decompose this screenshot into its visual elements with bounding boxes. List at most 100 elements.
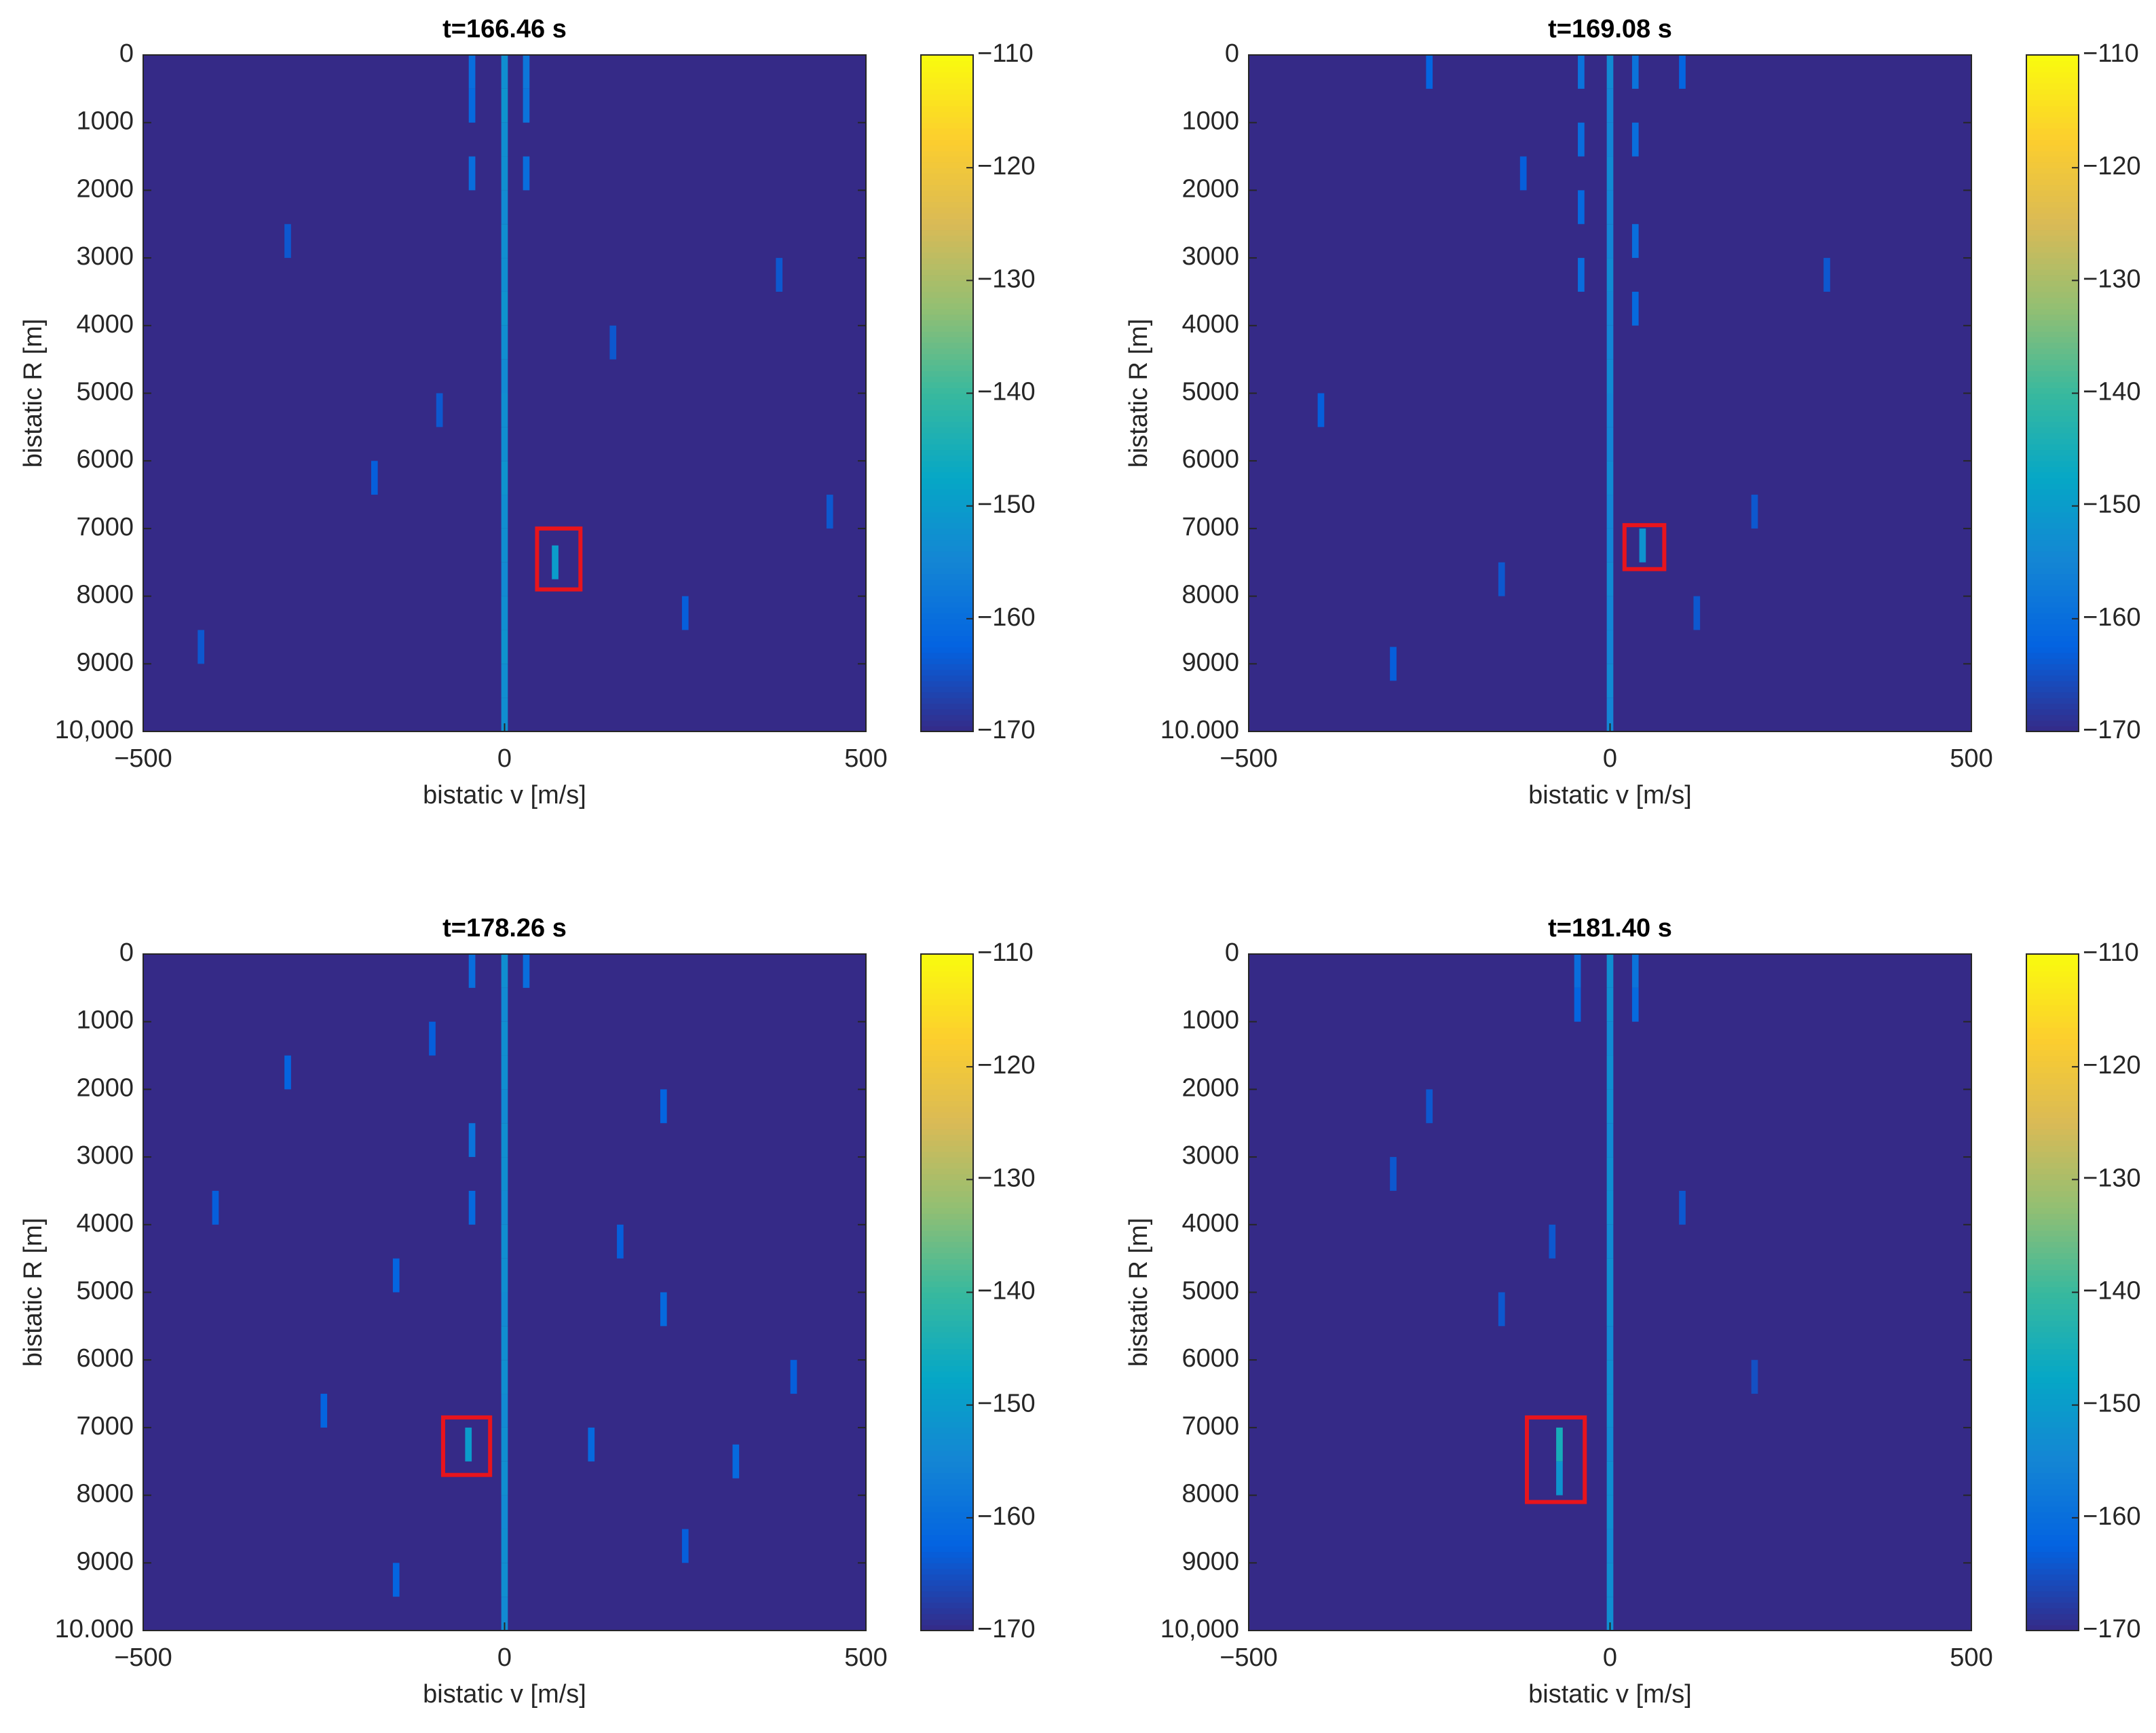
x-tick-label: −500 — [114, 1643, 172, 1672]
colorbar-step — [2026, 134, 2079, 140]
y-tick-label: 6000 — [76, 445, 134, 474]
colorbar-step — [921, 134, 973, 140]
colorbar-step — [2026, 511, 2079, 518]
heatmap-cell — [1606, 461, 1614, 495]
colorbar-tick-label: −120 — [977, 1051, 1036, 1080]
colorbar-step — [2026, 1303, 2079, 1310]
colorbar-step — [921, 55, 973, 61]
colorbar-step — [2026, 1371, 2079, 1377]
colorbar-step — [921, 1101, 973, 1107]
colorbar-step — [2026, 579, 2079, 586]
colorbar-step — [921, 1591, 973, 1597]
colorbar-step — [2026, 658, 2079, 664]
colorbar-step — [2026, 720, 2079, 727]
colorbar-step — [2026, 83, 2079, 90]
colorbar-step — [921, 83, 973, 90]
y-tick-label: 8000 — [76, 581, 134, 609]
colorbar-step — [921, 94, 973, 101]
colorbar-step — [2026, 1326, 2079, 1333]
colorbar-step — [921, 1179, 973, 1186]
colorbar-step — [2026, 1016, 2079, 1023]
highlight-box — [1622, 522, 1667, 571]
colorbar-step — [2026, 71, 2079, 78]
colorbar-step — [2026, 1427, 2079, 1434]
colorbar-step — [921, 1439, 973, 1445]
colorbar-step — [2026, 88, 2079, 95]
colorbar-step — [921, 539, 973, 546]
colorbar-step — [2026, 1382, 2079, 1389]
colorbar-step — [2026, 466, 2079, 473]
colorbar-tick-label: −120 — [977, 152, 1036, 180]
x-tick-label: 0 — [497, 1643, 512, 1672]
colorbar-step — [2026, 1422, 2079, 1428]
colorbar-step — [2026, 1377, 2079, 1384]
heatmap-cell — [1631, 55, 1639, 89]
colorbar-step — [2026, 275, 2079, 281]
colorbar-step — [921, 674, 973, 681]
colorbar-step — [2026, 1416, 2079, 1423]
colorbar-step — [921, 461, 973, 468]
heatmap-cell — [501, 1495, 508, 1529]
colorbar-step — [2026, 534, 2079, 541]
colorbar-step — [921, 1580, 973, 1586]
heatmap-cell — [429, 1021, 436, 1056]
colorbar-step — [921, 320, 973, 326]
colorbar-step — [2026, 647, 2079, 653]
colorbar-step — [2026, 1394, 2079, 1400]
colorbar-step — [921, 1427, 973, 1434]
heatmap-cell — [501, 987, 508, 1022]
heatmap-cell — [1606, 1360, 1614, 1394]
colorbar-step — [921, 156, 973, 163]
colorbar-step — [921, 1314, 973, 1321]
heatmap-cell — [1390, 647, 1397, 681]
y-tick-label: 9000 — [1181, 1547, 1239, 1576]
colorbar-step — [921, 71, 973, 78]
heatmap-cell — [1606, 698, 1614, 731]
colorbar-step — [2026, 393, 2079, 400]
colorbar-step — [921, 1016, 973, 1023]
colorbar-step — [921, 590, 973, 597]
colorbar-step — [2026, 630, 2079, 636]
y-tick-label: 5000 — [1181, 1277, 1239, 1306]
heatmap-cell — [501, 325, 508, 360]
colorbar-step — [2026, 1614, 2079, 1620]
colorbar-step — [921, 511, 973, 518]
colorbar-step — [921, 1388, 973, 1394]
colorbar-tick-label: −110 — [977, 39, 1034, 68]
colorbar-step — [2026, 528, 2079, 535]
y-tick-label: 8000 — [76, 1480, 134, 1508]
colorbar-step — [2026, 618, 2079, 625]
colorbar-step — [921, 1337, 973, 1344]
heatmap-cell — [1606, 156, 1614, 191]
colorbar-step — [2026, 1236, 2079, 1242]
colorbar-step — [2026, 1253, 2079, 1259]
heatmap-cell — [660, 1292, 667, 1327]
colorbar-step — [2026, 1495, 2079, 1502]
colorbar-step — [2026, 1405, 2079, 1411]
colorbar-step — [2026, 1360, 2079, 1367]
colorbar-step — [921, 252, 973, 259]
colorbar-step — [2026, 286, 2079, 292]
colorbar-step — [2026, 1190, 2079, 1197]
colorbar-step — [2026, 1461, 2079, 1468]
colorbar-step — [921, 77, 973, 84]
heatmap-cell — [284, 1055, 291, 1090]
colorbar-step — [921, 1162, 973, 1169]
chart-title: t=169.08 s — [1548, 15, 1672, 43]
y-tick-label: 4000 — [1181, 1209, 1239, 1238]
colorbar-step — [921, 965, 973, 972]
colorbar-step — [2026, 987, 2079, 994]
colorbar-step — [921, 1343, 973, 1350]
heatmap-cell — [1606, 664, 1614, 698]
colorbar-step — [2026, 478, 2079, 484]
heatmap-cell — [212, 1190, 219, 1225]
y-axis-label: bistatic R [m] — [19, 319, 48, 468]
colorbar-step — [921, 308, 973, 315]
y-tick-label: 1000 — [1181, 107, 1239, 136]
colorbar-step — [2026, 500, 2079, 507]
heatmap-cell — [501, 427, 508, 461]
heatmap-cell — [1606, 596, 1614, 630]
heatmap-cell — [501, 1292, 508, 1327]
colorbar-step — [2026, 1050, 2079, 1056]
heatmap-cell — [1751, 495, 1758, 529]
